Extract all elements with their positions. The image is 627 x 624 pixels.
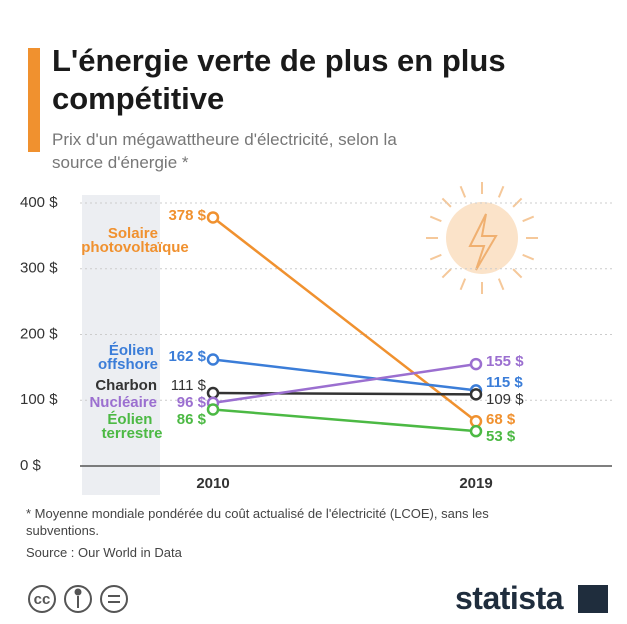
marker xyxy=(206,353,220,366)
sun-ray xyxy=(522,253,535,261)
series-label: Solaire photovoltaïque xyxy=(81,225,189,256)
sun-ray xyxy=(459,278,467,291)
accent-bar xyxy=(28,48,40,152)
sun-ray xyxy=(522,215,535,223)
sun-ray xyxy=(441,268,452,279)
series-label: Éolien terrestre xyxy=(102,411,163,442)
value-label: 68 $ xyxy=(486,411,516,428)
value-label: 96 $ xyxy=(177,394,207,411)
marker xyxy=(206,386,220,400)
marker xyxy=(206,211,220,224)
sun-ray xyxy=(512,268,523,279)
line xyxy=(212,358,477,392)
value-label: 115 $ xyxy=(486,374,523,391)
sun-ray xyxy=(459,185,467,198)
x-tick-label: 2019 xyxy=(459,475,492,492)
sun-ray xyxy=(429,253,442,261)
source: Source : Our World in Data xyxy=(26,545,182,560)
line xyxy=(212,216,477,423)
marker xyxy=(206,403,220,416)
brand: statista xyxy=(455,580,564,616)
marker xyxy=(469,424,483,438)
value-label: 378 $ xyxy=(168,207,206,224)
sun-ray xyxy=(429,215,442,223)
value-label: 155 $ xyxy=(486,353,524,370)
y-tick-label: 0 $ xyxy=(20,457,42,474)
line xyxy=(212,362,477,405)
value-label: 86 $ xyxy=(177,411,207,428)
series-label: Éolien offshore xyxy=(98,342,158,373)
series-label: Charbon xyxy=(95,377,157,394)
marker xyxy=(469,415,483,428)
sun-ray xyxy=(512,197,523,208)
highlight-band xyxy=(82,195,160,495)
y-tick-label: 200 $ xyxy=(20,325,58,342)
marker xyxy=(469,357,483,371)
y-tick-label: 400 $ xyxy=(20,194,58,211)
value-label: 109 $ xyxy=(486,391,524,408)
value-label: 53 $ xyxy=(486,428,516,445)
footnote: * Moyenne mondiale pondérée du coût actu… xyxy=(26,506,489,538)
x-tick-label: 2010 xyxy=(196,475,229,492)
svg-text:cc: cc xyxy=(34,591,51,608)
value-label: 162 $ xyxy=(168,348,206,365)
cc-icons: cc xyxy=(28,585,128,613)
brand-logo xyxy=(578,585,608,613)
line xyxy=(212,391,477,396)
subtitle: Prix d'un mégawattheure d'électricité, s… xyxy=(52,130,397,172)
sun-ray xyxy=(497,185,505,198)
value-label: 111 $ xyxy=(171,377,207,394)
sun xyxy=(426,182,538,294)
y-tick-label: 100 $ xyxy=(20,391,58,408)
title: L'énergie verte de plus en plus compétit… xyxy=(52,43,506,116)
y-tick-label: 300 $ xyxy=(20,260,58,277)
sun-ray xyxy=(497,278,505,291)
marker xyxy=(469,388,483,401)
line xyxy=(212,408,477,433)
series-label: Nucléaire xyxy=(89,394,157,411)
